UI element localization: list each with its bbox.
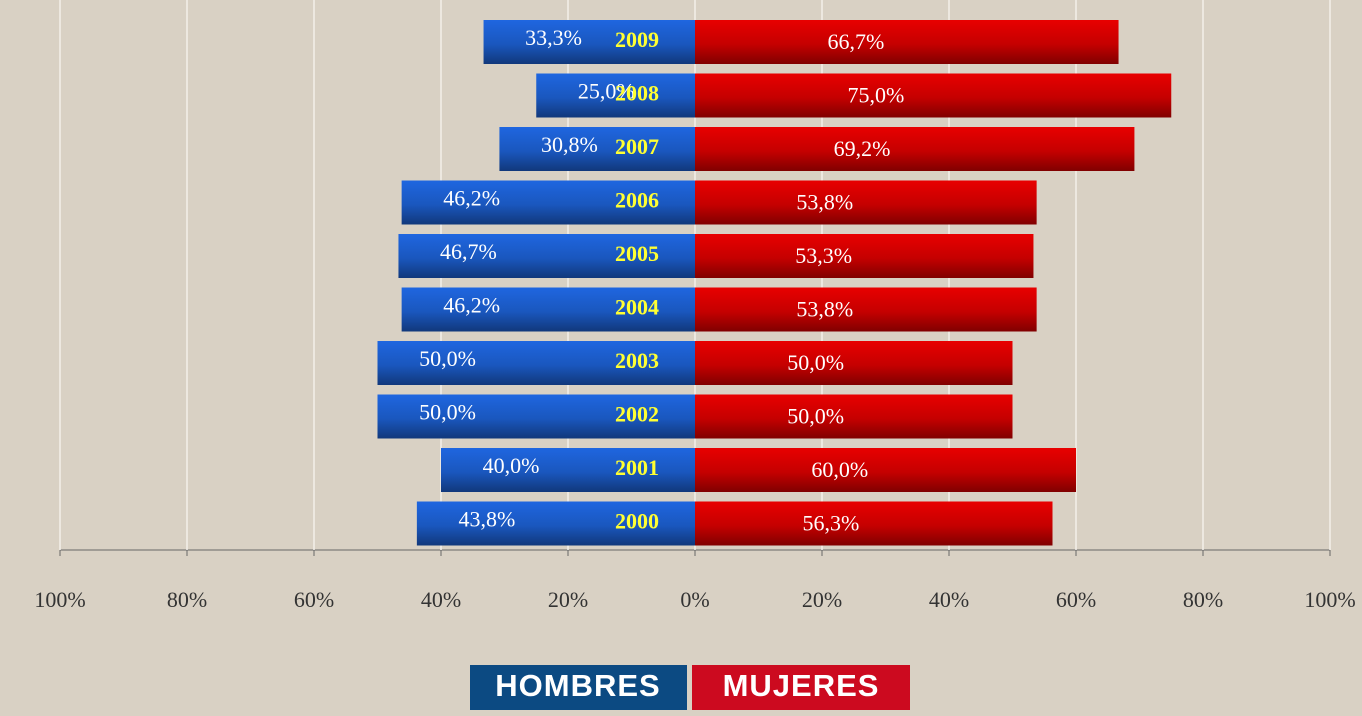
value-label: 46,2% <box>443 186 500 211</box>
bar <box>377 341 695 385</box>
category-label: 2008 <box>615 81 659 106</box>
x-tick-label: 20% <box>548 587 588 612</box>
legend-label: HOMBRES <box>495 668 660 703</box>
x-tick-label: 40% <box>421 587 461 612</box>
value-label: 30,8% <box>541 132 598 157</box>
value-label: 60,0% <box>811 457 868 482</box>
x-tick-label: 40% <box>929 587 969 612</box>
category-label: 2007 <box>615 134 659 159</box>
x-tick-label: 100% <box>34 587 85 612</box>
x-tick-label: 20% <box>802 587 842 612</box>
category-label: 2002 <box>615 402 659 427</box>
bar <box>695 501 1053 546</box>
bar <box>695 341 1013 385</box>
bar <box>377 394 695 439</box>
value-label: 46,7% <box>440 239 497 264</box>
legend-swatch <box>470 665 687 710</box>
bar <box>483 20 695 64</box>
value-label: 46,2% <box>443 293 500 318</box>
legend-swatch <box>692 665 910 710</box>
bar <box>695 394 1013 439</box>
value-label: 50,0% <box>419 400 476 425</box>
bar <box>695 20 1119 64</box>
value-label: 50,0% <box>787 350 844 375</box>
value-label: 53,3% <box>795 243 852 268</box>
x-tick-label: 100% <box>1304 587 1355 612</box>
value-label: 66,7% <box>828 29 885 54</box>
x-tick-label: 60% <box>1056 587 1096 612</box>
value-label: 53,8% <box>796 297 853 322</box>
value-label: 50,0% <box>419 346 476 371</box>
category-label: 2005 <box>615 241 659 266</box>
bar <box>536 73 695 118</box>
bar <box>441 448 695 492</box>
value-label: 69,2% <box>834 136 891 161</box>
bar <box>499 127 695 171</box>
bar <box>695 127 1135 171</box>
value-label: 33,3% <box>525 25 582 50</box>
category-label: 2000 <box>615 509 659 534</box>
x-tick-label: 0% <box>680 587 709 612</box>
category-label: 2006 <box>615 188 659 213</box>
value-label: 43,8% <box>458 507 515 532</box>
category-label: 2003 <box>615 348 659 373</box>
category-label: 2004 <box>615 295 659 320</box>
value-label: 40,0% <box>483 453 540 478</box>
x-tick-label: 80% <box>1183 587 1223 612</box>
bar <box>695 180 1037 225</box>
category-label: 2001 <box>615 455 659 480</box>
value-label: 53,8% <box>796 190 853 215</box>
bar <box>695 448 1076 492</box>
value-label: 56,3% <box>802 511 859 536</box>
x-tick-label: 80% <box>167 587 207 612</box>
x-tick-label: 60% <box>294 587 334 612</box>
bar <box>401 287 695 332</box>
bar <box>401 180 695 225</box>
value-label: 50,0% <box>787 404 844 429</box>
bar <box>695 73 1172 118</box>
category-label: 2009 <box>615 27 659 52</box>
bar <box>398 234 695 278</box>
bar <box>695 234 1034 278</box>
bar <box>695 287 1037 332</box>
bar <box>416 501 695 546</box>
value-label: 75,0% <box>848 83 905 108</box>
value-label: 25,0% <box>578 79 635 104</box>
legend-label: MUJERES <box>723 668 880 703</box>
